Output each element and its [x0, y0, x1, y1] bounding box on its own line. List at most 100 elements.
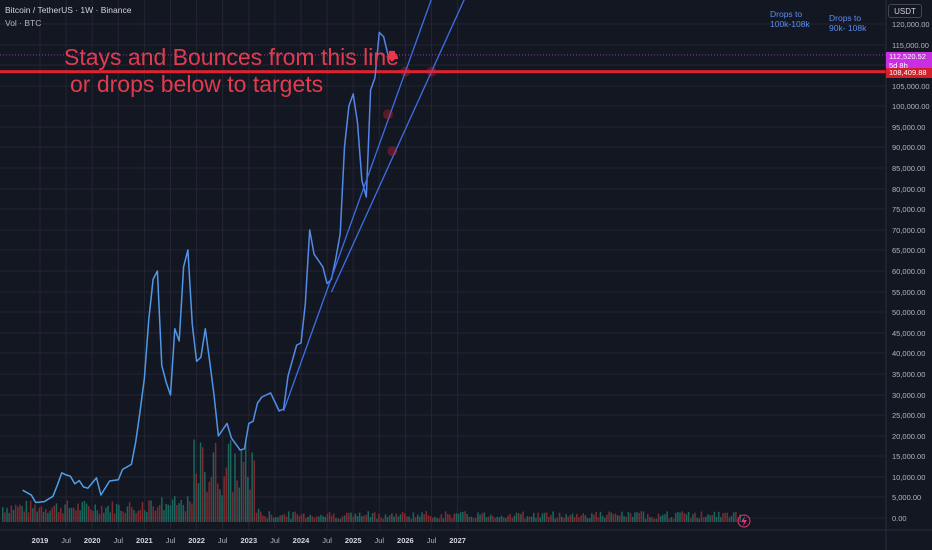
volume-bar — [363, 515, 365, 522]
volume-bar — [45, 509, 47, 522]
support-level-tag[interactable]: 108,409.88 — [886, 68, 932, 78]
volume-bar — [122, 511, 124, 522]
volume-bar — [12, 510, 15, 522]
volume-indicator-label[interactable]: Vol · BTC — [5, 18, 42, 28]
volume-bar — [264, 516, 266, 522]
volume-bar — [174, 496, 176, 522]
y-tick-label: 40,000.00 — [892, 349, 925, 358]
volume-bar — [66, 500, 68, 522]
volume-bar — [657, 513, 660, 522]
annotation-text-line2[interactable]: or drops below to targets — [70, 71, 324, 97]
volume-bar — [634, 512, 636, 522]
last-price-tag[interactable]: 112,520.52 5d 8h — [886, 52, 932, 70]
volume-bar — [268, 511, 271, 522]
volume-bar — [197, 483, 200, 522]
volume-bar — [199, 442, 202, 522]
volume-bar — [201, 447, 204, 522]
volume-bar — [610, 512, 612, 522]
y-tick-label: 5,000.00 — [892, 493, 921, 502]
volume-bar — [414, 517, 417, 522]
target-marker-mid-1 — [383, 109, 393, 120]
y-tick-label: 120,000.00 — [892, 20, 930, 29]
volume-bar — [481, 513, 483, 522]
volume-bar — [189, 501, 191, 522]
volume-bar — [432, 517, 434, 522]
volume-bar — [571, 513, 574, 522]
y-tick-label: 55,000.00 — [892, 288, 925, 297]
volume-bar — [131, 507, 133, 522]
volume-bar — [515, 512, 518, 522]
volume-bar — [386, 516, 389, 522]
x-tick-label: Jul — [270, 536, 280, 545]
volume-bar — [72, 507, 75, 522]
volume-bar — [685, 514, 688, 522]
volume-bar — [739, 514, 741, 522]
volume-bar — [483, 512, 486, 522]
volume-bar — [717, 511, 720, 522]
lightning-bolt-icon — [741, 516, 747, 526]
volume-bar — [520, 513, 522, 522]
trendline-2[interactable] — [330, 0, 466, 293]
volume-bar — [578, 517, 580, 522]
target-marker-mid-2 — [387, 146, 398, 157]
volume-bar — [548, 516, 550, 522]
volume-bar — [397, 516, 400, 522]
volume-bar — [487, 516, 490, 522]
y-tick-label: 95,000.00 — [892, 123, 925, 132]
volume-bar — [100, 505, 103, 522]
x-tick-label: Jul — [427, 536, 437, 545]
x-tick-label: 2021 — [136, 536, 153, 545]
volume-bar — [412, 512, 415, 522]
annotation-text-line1[interactable]: Stays and Bounces from this line — [64, 44, 399, 70]
symbol-title[interactable]: Bitcoin / TetherUS · 1W · Binance — [5, 5, 132, 15]
volume-bar — [599, 511, 602, 522]
currency-button[interactable]: USDT — [888, 4, 922, 18]
volume-bar — [606, 514, 608, 522]
trendline-1[interactable] — [282, 0, 448, 412]
volume-bar — [361, 516, 363, 522]
volume-bar — [526, 516, 529, 522]
volume-bar — [146, 511, 148, 522]
x-tick-label: 2019 — [32, 536, 49, 545]
volume-bar — [19, 504, 21, 522]
volume-bar — [249, 489, 251, 522]
volume-bar — [662, 514, 664, 522]
volume-bar — [378, 513, 380, 522]
volume-bar — [518, 513, 520, 522]
volume-bar — [191, 503, 193, 522]
volume-bar — [51, 507, 53, 522]
volume-bar — [2, 507, 4, 522]
volume-bar — [552, 511, 554, 522]
volume-bar — [328, 512, 331, 522]
volume-bar — [217, 483, 219, 522]
volume-bar — [619, 515, 621, 522]
volume-bar — [511, 517, 514, 522]
volume-bar — [421, 512, 423, 522]
price-series — [0, 31, 886, 504]
volume-bar — [470, 516, 473, 522]
volume-bar — [475, 517, 477, 522]
volume-bar — [698, 518, 701, 522]
volume-bar — [707, 514, 709, 522]
volume-bar — [427, 515, 430, 522]
volume-bar — [640, 511, 643, 522]
volume-bar — [651, 517, 653, 522]
x-tick-label: 2022 — [188, 536, 205, 545]
volume-bar — [92, 510, 94, 522]
volume-bar — [457, 513, 460, 522]
volume-bar — [339, 518, 342, 522]
volume-bar — [322, 516, 324, 522]
volume-bar — [672, 518, 675, 522]
volume-bar — [399, 514, 402, 522]
volume-bars — [2, 439, 741, 522]
volume-bar — [253, 460, 256, 522]
volume-bar — [730, 515, 733, 522]
trendlines[interactable] — [282, 0, 467, 412]
target2-callout[interactable]: Drops to 90k- 108k — [829, 13, 866, 33]
volume-bar — [668, 518, 670, 522]
target-marker-1 — [400, 66, 411, 77]
volume-bar — [23, 511, 25, 522]
target1-callout[interactable]: Drops to 100k-108k — [770, 9, 810, 29]
